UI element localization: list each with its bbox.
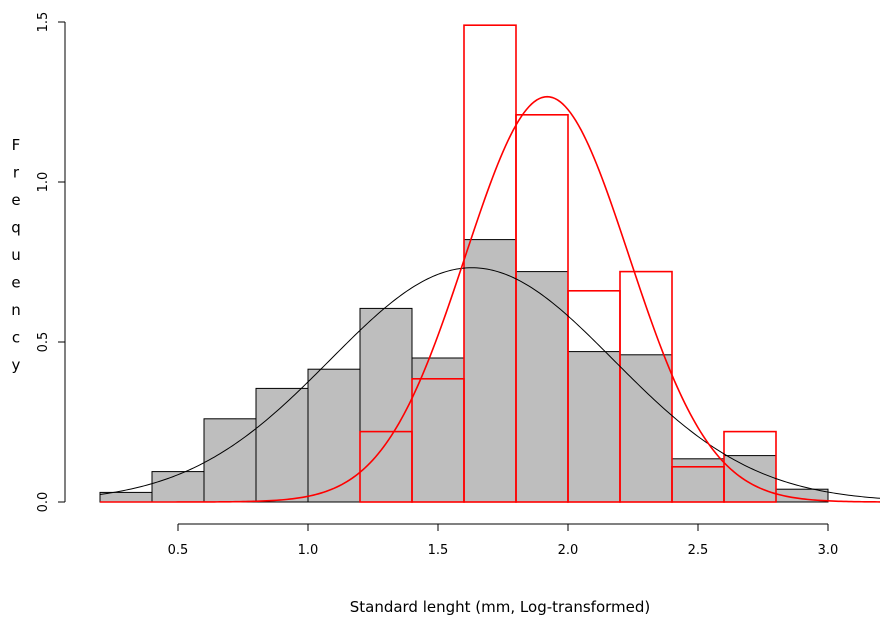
- y-axis-title-letter: y: [12, 356, 21, 374]
- gray-bar-4: [307, 368, 361, 503]
- y-axis-title-letter: q: [11, 219, 21, 237]
- gray-bar-1: [151, 471, 205, 503]
- x-axis: 0.5 1.0 1.5 2.0 2.5 3.0: [168, 523, 839, 558]
- x-axis-title: Standard lenght (mm, Log-transformed): [350, 598, 651, 616]
- gray-bar-3: [255, 387, 309, 503]
- y-tick-label: 0.0: [36, 492, 51, 513]
- gray-bar-8: [515, 271, 569, 503]
- gray-bar-10: [619, 354, 673, 503]
- red-bar-12: [723, 430, 777, 503]
- x-tick-label: 2.5: [688, 543, 709, 558]
- gray-bar-2: [203, 418, 257, 503]
- x-tick-label: 2.0: [558, 543, 579, 558]
- gray-histogram-bars: [99, 239, 829, 503]
- black-normal-curve: [99, 267, 880, 499]
- y-axis-title-letter: n: [11, 301, 21, 319]
- red-histogram-bars: [359, 24, 777, 503]
- gray-bar-9: [567, 351, 621, 503]
- y-axis-title-letter: F: [12, 136, 21, 154]
- x-tick-label: 1.5: [428, 543, 449, 558]
- y-axis-title-letter: e: [11, 274, 20, 292]
- x-tick-label: 1.0: [298, 543, 319, 558]
- gray-bar-6: [411, 357, 465, 503]
- y-axis-title-letter: e: [11, 191, 20, 209]
- red-normal-curve: [100, 95, 880, 503]
- y-tick-label: 1.0: [36, 172, 51, 193]
- y-tick-label: 0.5: [36, 332, 51, 353]
- y-axis: 0.0 0.5 1.0 1.5: [36, 12, 66, 513]
- x-tick-label: 3.0: [818, 543, 839, 558]
- y-tick-label: 1.5: [36, 12, 51, 33]
- y-axis-title-letter: c: [12, 329, 20, 347]
- gray-bar-11: [671, 458, 725, 503]
- x-tick-label: 0.5: [168, 543, 189, 558]
- y-axis-title-letter: r: [13, 164, 20, 182]
- gray-bar-12: [723, 455, 777, 503]
- y-axis-title-letter: u: [11, 246, 21, 264]
- gray-bar-5: [359, 307, 413, 503]
- red-bar-10: [619, 270, 673, 503]
- gray-bar-7: [463, 239, 517, 503]
